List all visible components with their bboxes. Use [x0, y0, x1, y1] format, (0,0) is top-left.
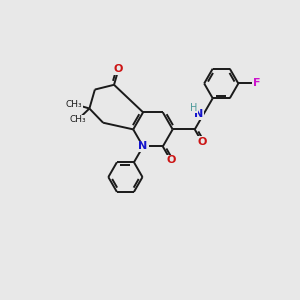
Text: H: H: [190, 103, 198, 112]
Text: O: O: [197, 137, 207, 147]
Text: CH₃: CH₃: [69, 115, 86, 124]
Text: CH₃: CH₃: [65, 100, 82, 109]
Text: N: N: [139, 142, 148, 152]
Text: F: F: [253, 79, 261, 88]
Text: O: O: [166, 155, 176, 166]
Text: N: N: [194, 109, 203, 119]
Text: O: O: [114, 64, 123, 74]
